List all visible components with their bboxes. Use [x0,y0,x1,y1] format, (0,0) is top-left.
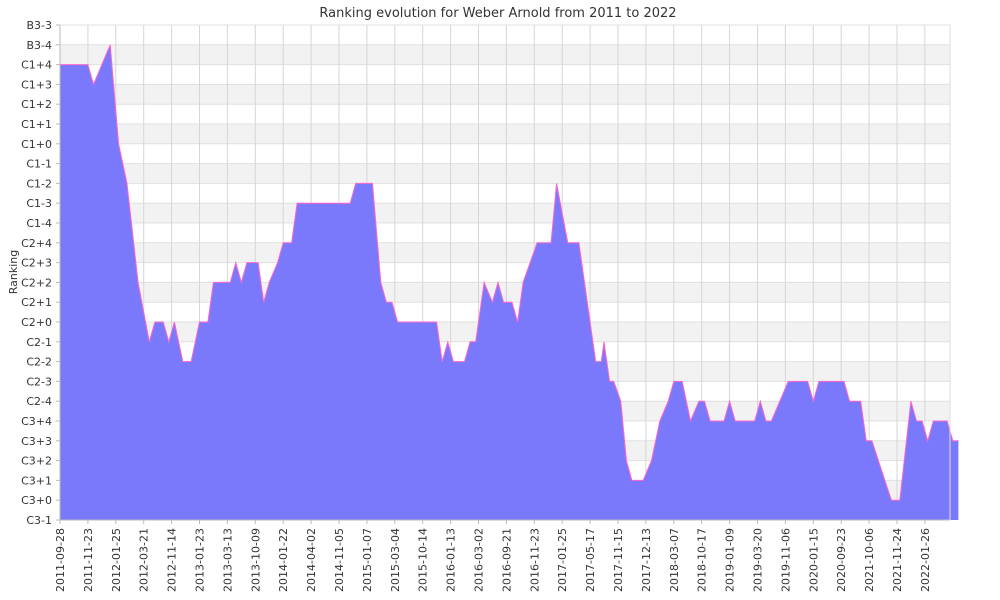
x-tick-label: 2017-11-15 [612,528,625,592]
plot-band [60,84,950,105]
x-tick-label: 2022-01-26 [919,528,932,592]
plot-band [60,203,950,223]
x-tick-label: 2019-01-09 [724,528,737,592]
ranking-area [60,44,959,521]
x-tick-label: 2016-09-21 [500,528,513,592]
x-tick-label: 2014-01-22 [277,528,290,592]
x-tick-label: 2014-04-02 [305,528,318,592]
x-tick-label: 2012-01-25 [110,528,123,592]
x-tick-label: 2016-11-23 [528,528,541,592]
y-tick-label: C2+4 [21,237,52,250]
y-tick-label: B3-4 [26,39,52,52]
axes [59,25,951,521]
plot-band [60,282,950,303]
y-tick-label: C1+4 [21,59,52,72]
x-tick-label: 2012-03-21 [138,528,151,592]
y-tick-label: C3+1 [21,474,52,487]
chart-title: Ranking evolution for Weber Arnold from … [319,6,676,21]
y-tick-label: C1+3 [21,78,52,91]
y-tick-label: C1+2 [21,98,52,111]
y-tick-label: C2+3 [21,257,52,270]
x-tick-label: 2019-03-20 [752,528,765,592]
y-tick-label: C1-1 [26,158,52,171]
y-tick-label: C3+2 [21,455,52,468]
y-tick-label: C2+2 [21,276,52,289]
x-tick-label: 2021-11-24 [891,528,904,592]
y-tick-label: C2-1 [26,336,52,349]
x-tick-label: 2017-05-17 [584,528,597,592]
y-tick-label: C1+1 [21,118,52,131]
x-tick-label: 2021-10-06 [863,528,876,592]
y-tick-label: B3-3 [26,19,52,32]
plot-band [60,44,950,65]
y-tick-label: C1-4 [26,217,52,230]
x-tick-label: 2014-11-05 [333,528,346,592]
x-tick-label: 2018-03-07 [668,528,681,592]
x-tick-label: 2016-01-13 [445,528,458,592]
x-tick-label: 2012-11-14 [166,528,179,592]
area-series [60,44,959,521]
x-tick-label: 2020-09-23 [835,528,848,592]
x-tick-label: 2017-12-13 [640,528,653,592]
y-axis-label: Ranking [7,250,20,295]
x-tick-labels: 2011-09-28 2011-11-23 2012-01-25 2012-03-21… [54,520,932,592]
plot-band [60,242,950,263]
x-tick-label: 2011-09-28 [54,528,67,592]
x-tick-label: 2015-03-04 [389,528,402,592]
x-tick-label: 2015-01-07 [361,528,374,592]
y-tick-label: C3+4 [21,415,52,428]
y-tick-label: C2+1 [21,296,52,309]
y-tick-label: C2-4 [26,395,52,408]
ranking-line [60,44,959,501]
x-tick-label: 2013-01-23 [194,528,207,592]
x-tick-label: 2013-03-13 [221,528,234,592]
y-tick-label: C3+3 [21,435,52,448]
x-tick-label: 2011-11-23 [82,528,95,592]
x-tick-label: 2016-03-02 [473,528,486,592]
x-tick-label: 2017-01-25 [556,528,569,592]
x-tick-label: 2015-10-14 [417,528,430,592]
y-tick-label: C3-1 [26,514,52,527]
plot-band [60,163,950,184]
y-tick-label: C3+0 [21,494,52,507]
y-tick-labels: C3-1 C3+0 C3+1 C3+2 C3+3 C3+4 C2-4 C2-3 C2-2 C2-1… [21,19,60,527]
x-tick-label: 2020-01-15 [807,528,820,592]
y-tick-label: C2+0 [21,316,52,329]
y-tick-label: C2-3 [26,375,52,388]
x-tick-label: 2019-11-06 [779,528,792,592]
x-tick-label: 2018-10-17 [696,528,709,592]
y-tick-label: C2-2 [26,356,52,369]
x-tick-label: 2013-10-09 [249,528,262,592]
y-tick-label: C1+0 [21,138,52,151]
y-tick-label: C1-2 [26,177,52,190]
plot-band [60,124,950,144]
y-tick-label: C1-3 [26,197,52,210]
